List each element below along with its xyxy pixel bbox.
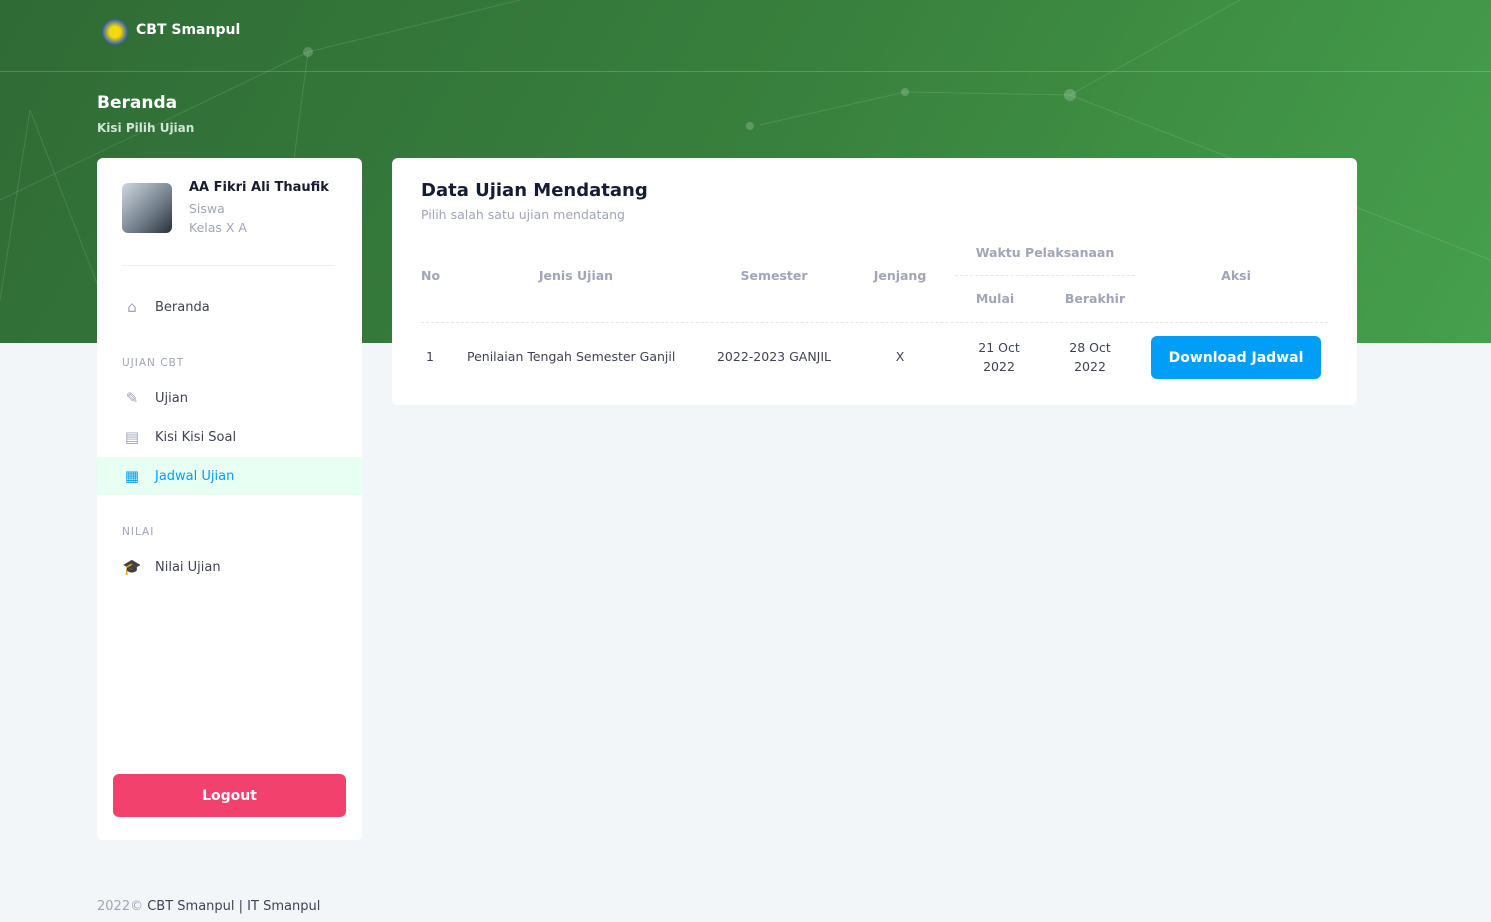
user-class: Kelas X A bbox=[189, 220, 247, 235]
cell-mulai-year: 2022 bbox=[983, 359, 1015, 374]
sidebar-item-label: Nilai Ujian bbox=[155, 559, 221, 575]
section-ujian-cbt: UJIAN CBT bbox=[122, 357, 185, 369]
cell-no: 1 bbox=[426, 349, 434, 364]
sidebar-item-ujian[interactable]: ✎ Ujian bbox=[97, 379, 362, 417]
footer-text: CBT Smanpul | IT Smanpul bbox=[147, 899, 321, 914]
sidebar-item-label: Kisi Kisi Soal bbox=[155, 429, 237, 445]
cell-berakhir-year: 2022 bbox=[1074, 359, 1106, 374]
user-name: AA Fikri Ali Thaufik bbox=[189, 180, 329, 195]
footer-year: 2022© bbox=[97, 899, 144, 914]
edit-icon: ✎ bbox=[125, 389, 139, 407]
cell-berakhir-date: 28 Oct bbox=[1069, 340, 1111, 355]
sidebar-item-jadwal-ujian[interactable]: ▦ Jadwal Ujian bbox=[97, 457, 362, 495]
download-jadwal-button[interactable]: Download Jadwal bbox=[1151, 336, 1321, 379]
home-icon: ⌂ bbox=[127, 298, 137, 316]
breadcrumb: Kisi Pilih Ujian bbox=[97, 121, 195, 135]
card-title: Data Ujian Mendatang bbox=[421, 180, 648, 201]
top-bar bbox=[0, 0, 1491, 72]
card-subtitle: Pilih salah satu ujian mendatang bbox=[421, 207, 625, 222]
cell-mulai-date: 21 Oct bbox=[978, 340, 1020, 355]
header-aksi: Aksi bbox=[1221, 268, 1251, 283]
graduation-cap-icon: 🎓 bbox=[122, 558, 142, 576]
footer: 2022© CBT Smanpul | IT Smanpul bbox=[97, 899, 320, 914]
cell-jenjang: X bbox=[895, 349, 905, 364]
calendar-icon: ▦ bbox=[124, 467, 140, 485]
section-nilai: NILAI bbox=[122, 526, 155, 538]
sidebar: AA Fikri Ali Thaufik Siswa Kelas X A ⌂ Be… bbox=[97, 158, 362, 840]
sidebar-item-nilai-ujian[interactable]: 🎓 Nilai Ujian bbox=[97, 548, 362, 586]
upcoming-exams-card: Data Ujian Mendatang Pilih salah satu uj… bbox=[392, 158, 1357, 405]
logout-button[interactable]: Logout bbox=[113, 774, 346, 817]
sidebar-item-beranda[interactable]: ⌂ Beranda bbox=[97, 288, 362, 326]
cell-jenis: Penilaian Tengah Semester Ganjil bbox=[467, 349, 676, 364]
sidebar-item-label: Jadwal Ujian bbox=[155, 468, 235, 484]
header-semester: Semester bbox=[740, 268, 808, 283]
school-logo[interactable] bbox=[102, 19, 128, 45]
sidebar-item-label: Ujian bbox=[155, 390, 188, 406]
header-berakhir: Berakhir bbox=[1064, 291, 1126, 306]
cell-semester: 2022-2023 GANJIL bbox=[716, 349, 832, 364]
page-title: Beranda bbox=[97, 93, 178, 113]
header-mulai: Mulai bbox=[975, 291, 1015, 306]
user-role: Siswa bbox=[189, 201, 225, 216]
header-jenjang: Jenjang bbox=[873, 268, 927, 283]
sidebar-item-label: Beranda bbox=[155, 299, 210, 315]
brand-name[interactable]: CBT Smanpul bbox=[136, 22, 241, 38]
sidebar-item-kisi-kisi-soal[interactable]: ▤ Kisi Kisi Soal bbox=[97, 418, 362, 456]
header-no: No bbox=[421, 268, 441, 283]
divider bbox=[122, 265, 335, 266]
header-jenis: Jenis Ujian bbox=[538, 268, 614, 283]
header-waktu: Waktu Pelaksanaan bbox=[975, 245, 1115, 260]
avatar bbox=[122, 183, 172, 233]
document-icon: ▤ bbox=[124, 428, 140, 446]
